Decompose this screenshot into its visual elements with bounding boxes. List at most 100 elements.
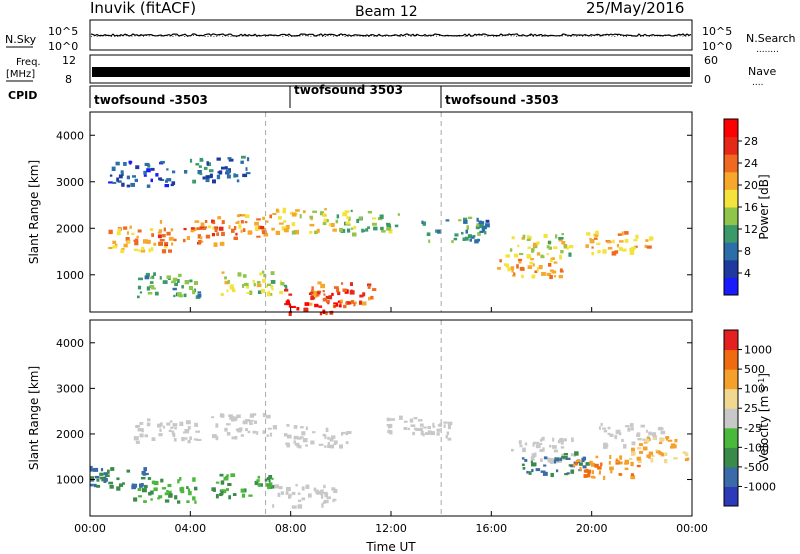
power-cell <box>437 229 441 234</box>
power-cell <box>256 218 261 221</box>
power-cell <box>131 232 135 235</box>
velocity-cell <box>526 470 529 474</box>
velocity-cell <box>230 473 236 477</box>
power-cell <box>326 300 330 303</box>
power-cell <box>540 255 545 259</box>
power-cell <box>596 242 601 246</box>
power-cell <box>200 222 205 227</box>
velocity-cell <box>166 422 171 426</box>
velocity-cell <box>267 427 272 430</box>
power-cell <box>288 312 292 316</box>
velocity-cell <box>138 495 142 498</box>
velocity-cell <box>224 427 228 432</box>
power-cell <box>325 311 328 316</box>
power-cell <box>118 174 123 179</box>
velocity-cell <box>648 431 652 436</box>
velocity-cell <box>181 437 185 442</box>
power-cell <box>560 250 564 254</box>
power-cell <box>607 247 613 250</box>
power-cell <box>242 284 245 288</box>
velocity-cell <box>552 445 557 449</box>
velocity-cell <box>578 462 583 466</box>
power-cell <box>536 252 541 256</box>
power-cell <box>207 162 211 167</box>
power-cell <box>235 232 238 236</box>
power-cell <box>137 285 142 290</box>
velocity-cell <box>194 500 197 504</box>
power-cell <box>285 286 288 289</box>
velocity-cell <box>389 423 393 428</box>
power-cell <box>163 245 168 249</box>
velocity-cell <box>302 487 305 491</box>
velocity-cell <box>184 429 190 434</box>
power-cell <box>511 269 514 273</box>
power-cell <box>232 289 236 293</box>
power-cell <box>517 258 523 261</box>
velocity-cell <box>530 456 535 461</box>
velocity-plot-area <box>90 320 692 516</box>
velocity-x-tick-label: 08:00 <box>275 522 307 535</box>
freq-label: Freq. <box>16 57 41 68</box>
power-cell <box>644 244 647 248</box>
velocity-colorbar-segment <box>724 330 738 351</box>
velocity-cell <box>542 447 545 452</box>
cpid-segment-1: twofsound -3503 <box>94 93 208 107</box>
velocity-cell <box>570 464 576 468</box>
velocity-cell <box>184 437 188 440</box>
power-cell <box>244 221 248 224</box>
power-cell <box>226 174 231 179</box>
power-cell <box>127 240 131 243</box>
power-cell <box>126 184 130 188</box>
velocity-cell <box>425 432 430 435</box>
velocity-dashed-lines <box>265 320 442 516</box>
power-cell <box>263 232 269 237</box>
power-cell <box>344 290 349 294</box>
velocity-cell <box>443 421 448 424</box>
power-cell <box>463 217 467 221</box>
velocity-cell <box>660 430 666 435</box>
velocity-cell <box>388 424 391 429</box>
velocity-cell <box>177 479 180 484</box>
power-cell <box>150 167 155 171</box>
velocity-y-axis-label: Slant Range [km] <box>27 366 41 470</box>
velocity-cell <box>324 445 327 448</box>
velocity-cell <box>559 438 564 442</box>
velocity-cell <box>159 428 162 432</box>
velocity-cell <box>624 459 629 464</box>
power-cell <box>536 267 539 272</box>
velocity-cell <box>146 422 151 427</box>
power-cell <box>323 218 328 223</box>
power-cell <box>510 266 515 270</box>
velocity-cell <box>267 477 270 481</box>
power-cell <box>554 275 557 278</box>
velocity-cell <box>403 420 408 423</box>
power-cell <box>228 158 234 162</box>
velocity-cell <box>631 441 636 446</box>
velocity-colorbar-tick-label: 1000 <box>744 344 772 357</box>
velocity-cell <box>99 476 104 480</box>
power-cell <box>589 238 595 244</box>
power-cell <box>148 248 151 253</box>
power-cell <box>265 285 268 288</box>
velocity-cell <box>320 494 324 499</box>
power-cell <box>202 226 208 229</box>
velocity-cell <box>636 432 641 437</box>
power-cell <box>343 304 347 309</box>
velocity-cell <box>194 422 198 427</box>
power-cell <box>328 295 333 300</box>
velocity-cell <box>316 489 319 494</box>
velocity-cell <box>419 423 424 427</box>
velocity-cell <box>222 489 227 494</box>
power-cell <box>183 238 186 243</box>
power-cell <box>143 174 147 177</box>
velocity-cell <box>609 433 614 437</box>
velocity-cell <box>413 427 417 430</box>
power-cell <box>126 231 129 235</box>
freq-tick-bottom: 8 <box>65 73 72 86</box>
velocity-cell <box>94 475 100 479</box>
power-cell <box>309 215 314 219</box>
velocity-cell <box>615 429 620 435</box>
velocity-cell <box>160 422 163 427</box>
power-cell <box>479 230 484 233</box>
velocity-cell <box>664 452 668 456</box>
